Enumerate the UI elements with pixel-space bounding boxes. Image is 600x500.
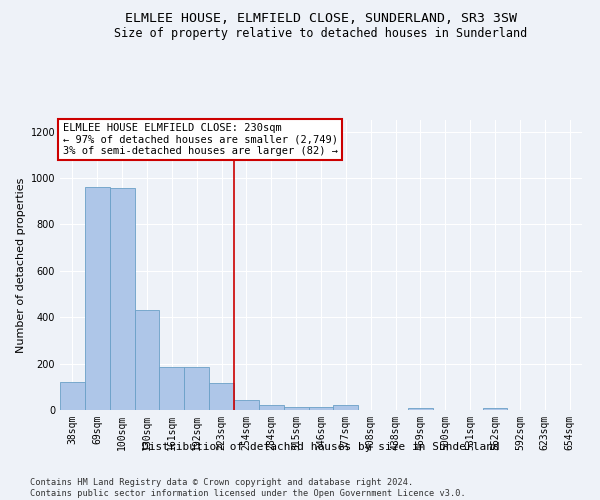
Bar <box>134 310 160 410</box>
Bar <box>408 408 433 410</box>
Bar <box>259 406 284 410</box>
Bar <box>209 384 234 410</box>
Bar <box>334 406 358 410</box>
Bar <box>110 188 134 410</box>
Text: ELMLEE HOUSE, ELMFIELD CLOSE, SUNDERLAND, SR3 3SW: ELMLEE HOUSE, ELMFIELD CLOSE, SUNDERLAND… <box>125 12 517 26</box>
Text: Size of property relative to detached houses in Sunderland: Size of property relative to detached ho… <box>115 28 527 40</box>
Text: ELMLEE HOUSE ELMFIELD CLOSE: 230sqm
← 97% of detached houses are smaller (2,749): ELMLEE HOUSE ELMFIELD CLOSE: 230sqm ← 97… <box>62 123 338 156</box>
Bar <box>184 367 209 410</box>
Y-axis label: Number of detached properties: Number of detached properties <box>16 178 26 352</box>
Text: Distribution of detached houses by size in Sunderland: Distribution of detached houses by size … <box>142 442 500 452</box>
Bar <box>160 367 184 410</box>
Bar <box>482 408 508 410</box>
Bar <box>234 400 259 410</box>
Text: Contains HM Land Registry data © Crown copyright and database right 2024.
Contai: Contains HM Land Registry data © Crown c… <box>30 478 466 498</box>
Bar <box>60 382 85 410</box>
Bar <box>284 406 308 410</box>
Bar <box>308 406 334 410</box>
Bar <box>85 188 110 410</box>
